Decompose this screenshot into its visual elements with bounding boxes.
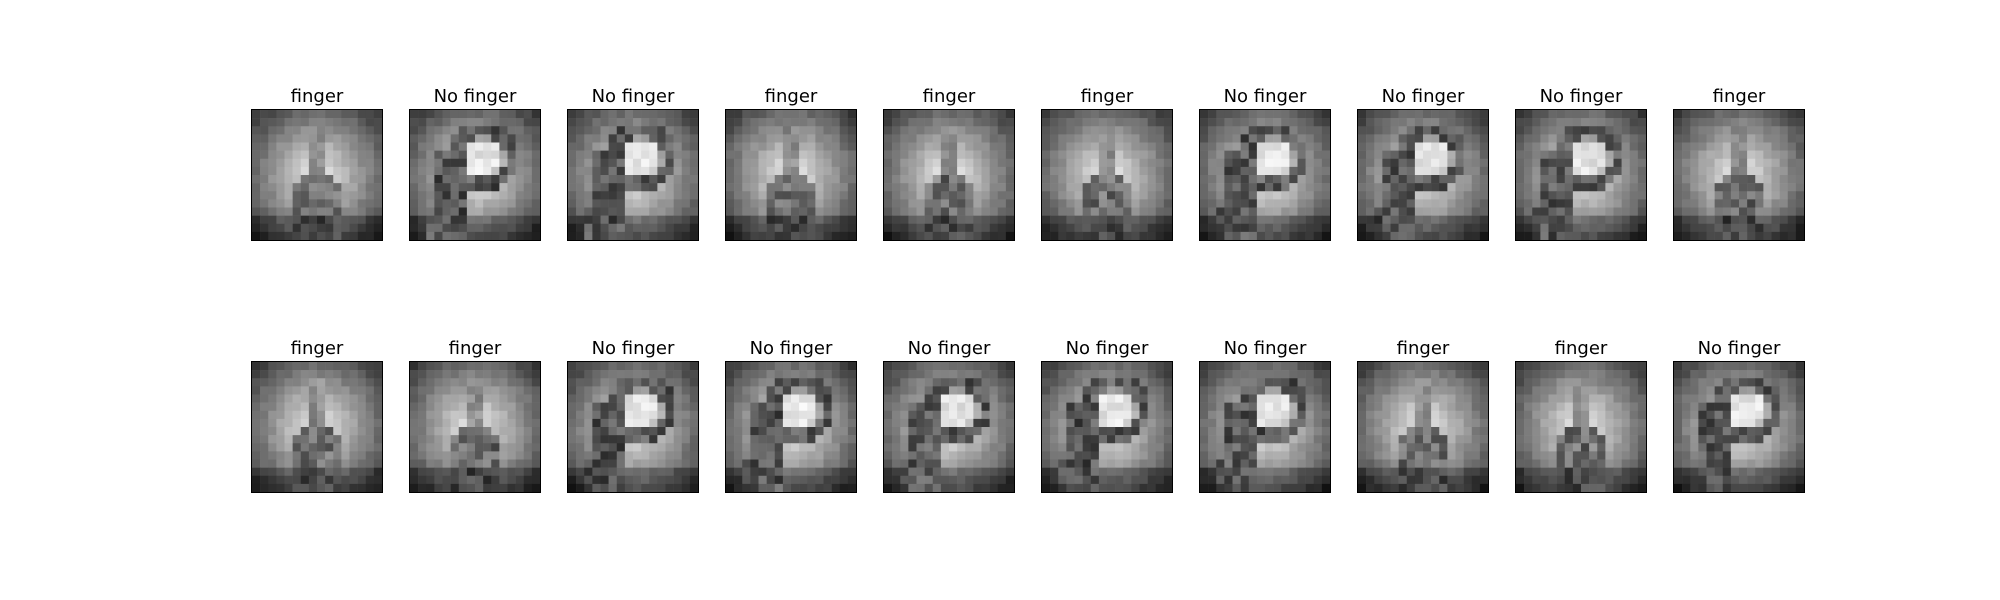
grayscale-pixel-image [1358, 110, 1488, 240]
image-title: No finger [591, 338, 675, 359]
hand-gesture-image [251, 109, 383, 241]
image-title: No finger [1539, 86, 1623, 107]
hand-gesture-image [1199, 361, 1331, 493]
grayscale-pixel-image [1674, 362, 1804, 492]
grayscale-pixel-image [1358, 362, 1488, 492]
image-title: finger [1396, 338, 1450, 359]
grayscale-pixel-image [884, 110, 1014, 240]
image-title: No finger [1381, 86, 1465, 107]
image-title: finger [448, 338, 502, 359]
hand-gesture-image [1673, 109, 1805, 241]
hand-gesture-image [409, 109, 541, 241]
hand-gesture-image [1357, 361, 1489, 493]
hand-gesture-image [1515, 109, 1647, 241]
image-title: No finger [1065, 338, 1149, 359]
hand-gesture-image [1041, 109, 1173, 241]
image-title: finger [1080, 86, 1134, 107]
hand-gesture-image [567, 109, 699, 241]
image-title: finger [1554, 338, 1608, 359]
image-title: finger [290, 86, 344, 107]
image-title: finger [290, 338, 344, 359]
grayscale-pixel-image [252, 110, 382, 240]
image-title: No finger [749, 338, 833, 359]
image-title: No finger [1223, 86, 1307, 107]
image-title: No finger [1697, 338, 1781, 359]
hand-gesture-image [1515, 361, 1647, 493]
grayscale-pixel-image [410, 110, 540, 240]
image-title: finger [1712, 86, 1766, 107]
grayscale-pixel-image [1516, 362, 1646, 492]
grayscale-pixel-image [884, 362, 1014, 492]
grayscale-pixel-image [568, 362, 698, 492]
image-title: No finger [907, 338, 991, 359]
grayscale-pixel-image [1200, 110, 1330, 240]
image-title: No finger [1223, 338, 1307, 359]
hand-gesture-image [883, 361, 1015, 493]
hand-gesture-image [251, 361, 383, 493]
hand-gesture-image [409, 361, 541, 493]
grayscale-pixel-image [1042, 362, 1172, 492]
image-title: No finger [591, 86, 675, 107]
hand-gesture-image [725, 109, 857, 241]
grayscale-pixel-image [252, 362, 382, 492]
image-title: finger [764, 86, 818, 107]
image-title: No finger [433, 86, 517, 107]
grayscale-pixel-image [1200, 362, 1330, 492]
hand-gesture-image [1041, 361, 1173, 493]
hand-gesture-image [1673, 361, 1805, 493]
hand-gesture-image [725, 361, 857, 493]
grayscale-pixel-image [568, 110, 698, 240]
grayscale-pixel-image [410, 362, 540, 492]
grayscale-pixel-image [1516, 110, 1646, 240]
hand-gesture-image [883, 109, 1015, 241]
image-title: finger [922, 86, 976, 107]
hand-gesture-image [1357, 109, 1489, 241]
grayscale-pixel-image [726, 362, 856, 492]
grayscale-pixel-image [726, 110, 856, 240]
hand-gesture-image [1199, 109, 1331, 241]
grayscale-pixel-image [1042, 110, 1172, 240]
hand-gesture-image [567, 361, 699, 493]
grayscale-pixel-image [1674, 110, 1804, 240]
